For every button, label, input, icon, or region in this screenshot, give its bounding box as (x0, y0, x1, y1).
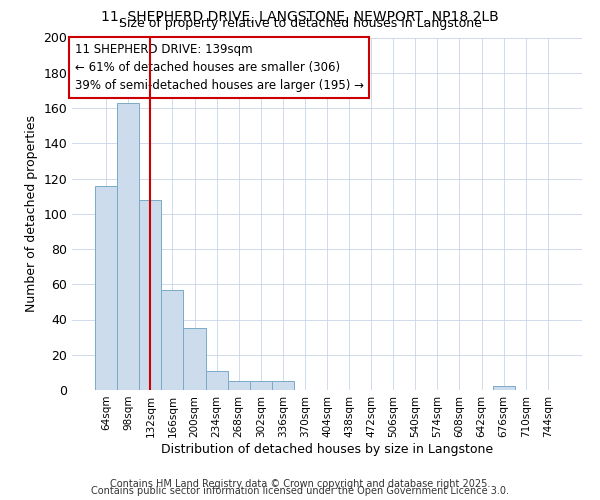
Bar (184, 328, 206, 390)
Bar (272, 381, 294, 390)
Text: Size of property relative to detached houses in Langstone: Size of property relative to detached ho… (119, 18, 481, 30)
Bar (250, 381, 272, 390)
Bar (117, 102, 139, 390)
Text: Contains HM Land Registry data © Crown copyright and database right 2025.: Contains HM Land Registry data © Crown c… (110, 479, 490, 489)
Bar (161, 290, 184, 390)
Text: 11 SHEPHERD DRIVE: 139sqm
← 61% of detached houses are smaller (306)
39% of semi: 11 SHEPHERD DRIVE: 139sqm ← 61% of detac… (74, 43, 364, 92)
Bar (139, 200, 161, 390)
Y-axis label: Number of detached properties: Number of detached properties (25, 116, 38, 312)
Bar (95, 186, 117, 390)
Bar (493, 386, 515, 390)
X-axis label: Distribution of detached houses by size in Langstone: Distribution of detached houses by size … (161, 442, 493, 456)
Text: 11, SHEPHERD DRIVE, LANGSTONE, NEWPORT, NP18 2LB: 11, SHEPHERD DRIVE, LANGSTONE, NEWPORT, … (101, 10, 499, 24)
Bar (206, 370, 227, 390)
Text: Contains public sector information licensed under the Open Government Licence 3.: Contains public sector information licen… (91, 486, 509, 496)
Bar (227, 381, 250, 390)
